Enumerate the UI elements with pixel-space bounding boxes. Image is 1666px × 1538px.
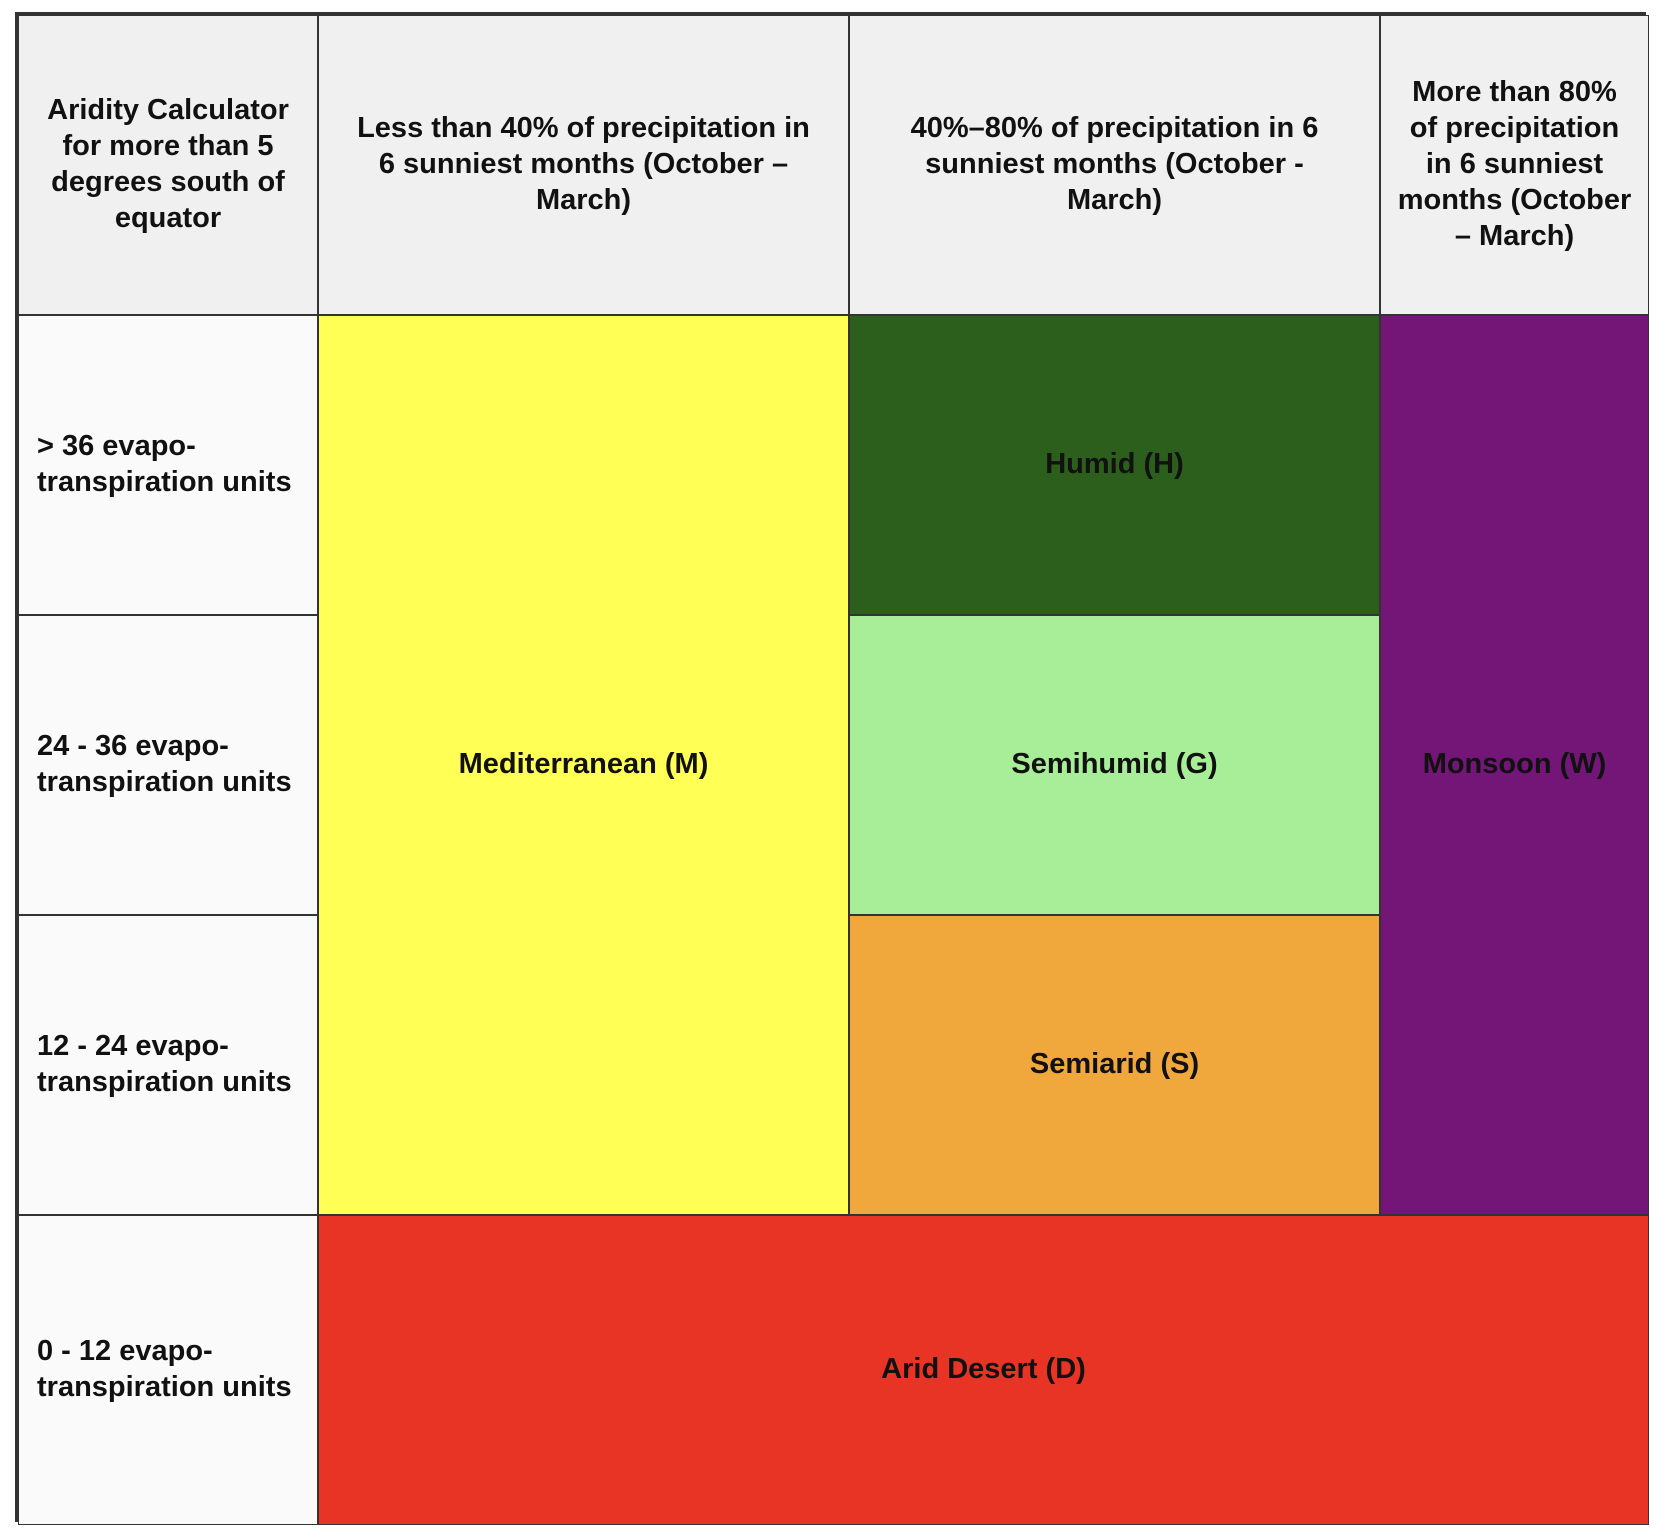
column-header-less-than-40: Less than 40% of precipitation in 6 sunn… [318, 15, 849, 315]
corner-header: Aridity Calculator for more than 5 degre… [18, 15, 318, 315]
row-header-0-12: 0 - 12 evapo-transpiration units [18, 1215, 318, 1525]
column-header-more-than-80: More than 80% of precipitation in 6 sunn… [1380, 15, 1649, 315]
aridity-table: Aridity Calculator for more than 5 degre… [15, 12, 1649, 1525]
column-header-40-80: 40%–80% of precipitation in 6 sunniest m… [849, 15, 1380, 315]
zone-semiarid: Semiarid (S) [849, 915, 1380, 1215]
row-header-over-36: > 36 evapo-transpiration units [18, 315, 318, 615]
zone-semihumid: Semihumid (G) [849, 615, 1380, 915]
row-header-12-24: 12 - 24 evapo-transpiration units [18, 915, 318, 1215]
zone-humid: Humid (H) [849, 315, 1380, 615]
zone-monsoon: Monsoon (W) [1380, 315, 1649, 1215]
zone-mediterranean: Mediterranean (M) [318, 315, 849, 1215]
row-header-24-36: 24 - 36 evapo-transpiration units [18, 615, 318, 915]
zone-arid-desert: Arid Desert (D) [318, 1215, 1649, 1525]
